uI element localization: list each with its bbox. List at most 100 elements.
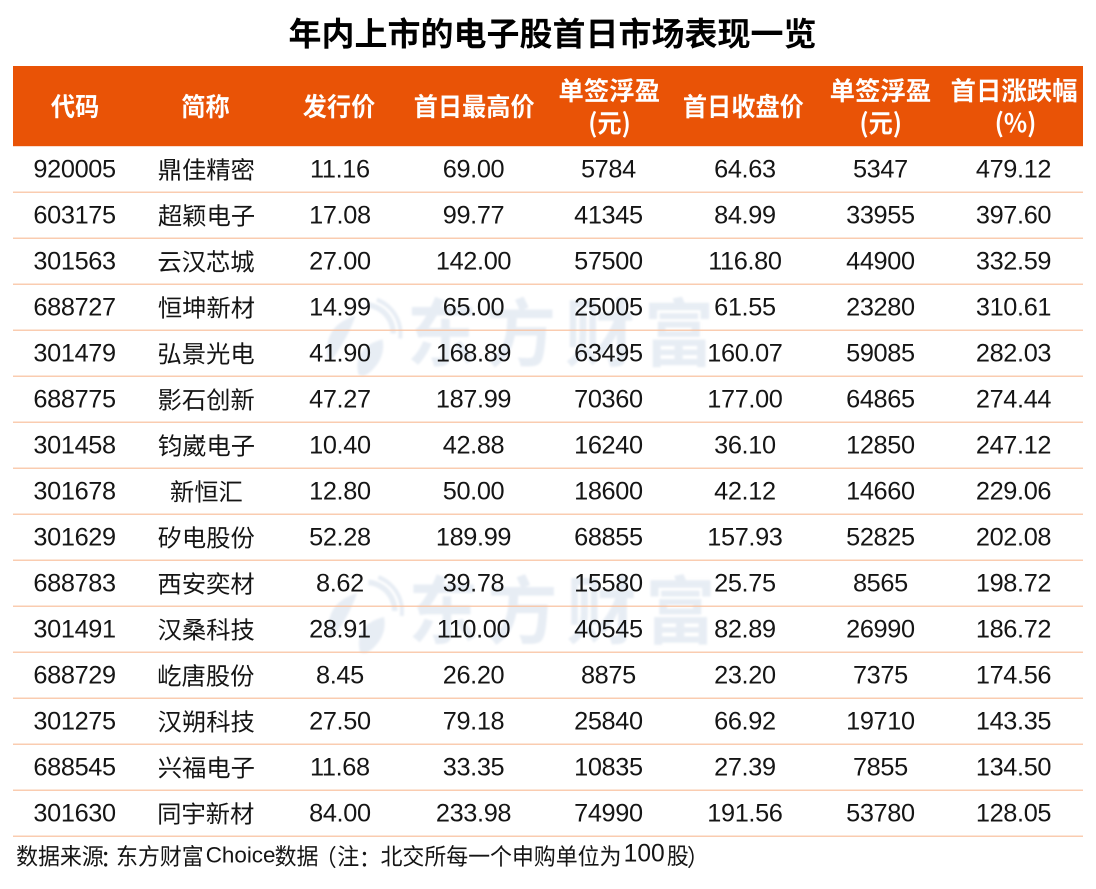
svg-text:18600: 18600 [574, 478, 643, 506]
svg-text:40545: 40545 [574, 616, 643, 644]
svg-text:688545: 688545 [33, 754, 115, 782]
svg-text:128.05: 128.05 [976, 800, 1051, 828]
svg-text:332.59: 332.59 [976, 248, 1051, 276]
svg-text:70360: 70360 [574, 386, 643, 414]
svg-text:Choice: Choice [206, 842, 276, 867]
svg-text:42.12: 42.12 [714, 478, 776, 506]
svg-text:603175: 603175 [33, 202, 115, 230]
svg-text:82.89: 82.89 [714, 616, 776, 644]
svg-text:36.10: 36.10 [714, 432, 776, 460]
svg-text:7375: 7375 [853, 662, 908, 690]
svg-text:688727: 688727 [33, 294, 115, 322]
svg-text:25.75: 25.75 [714, 570, 776, 598]
svg-text:10.40: 10.40 [309, 432, 371, 460]
svg-text:274.44: 274.44 [976, 386, 1052, 414]
svg-text:61.55: 61.55 [714, 294, 776, 322]
svg-text:191.56: 191.56 [707, 800, 782, 828]
svg-text:53780: 53780 [846, 800, 915, 828]
svg-text:33955: 33955 [846, 202, 915, 230]
svg-text:920005: 920005 [33, 156, 115, 184]
svg-text:74990: 74990 [574, 800, 643, 828]
svg-text:8.62: 8.62 [316, 570, 364, 598]
svg-text:68855: 68855 [574, 524, 643, 552]
svg-text:19710: 19710 [846, 708, 915, 736]
svg-text:50.00: 50.00 [443, 478, 505, 506]
svg-text:110.00: 110.00 [437, 616, 511, 644]
svg-text:310.61: 310.61 [976, 294, 1051, 322]
svg-text:27.39: 27.39 [714, 754, 776, 782]
svg-text:79.18: 79.18 [443, 708, 505, 736]
svg-text:14.99: 14.99 [309, 294, 371, 322]
svg-text:688775: 688775 [33, 386, 115, 414]
svg-text:189.99: 189.99 [436, 524, 511, 552]
svg-text:282.03: 282.03 [976, 340, 1051, 368]
svg-text:8.45: 8.45 [316, 662, 364, 690]
svg-text:688729: 688729 [33, 662, 115, 690]
svg-text:52.28: 52.28 [309, 524, 371, 552]
svg-text:25005: 25005 [574, 294, 643, 322]
svg-text:100: 100 [624, 841, 665, 868]
svg-text:160.07: 160.07 [707, 340, 782, 368]
svg-text:26990: 26990 [846, 616, 915, 644]
svg-text:66.92: 66.92 [714, 708, 776, 736]
svg-text:157.93: 157.93 [707, 524, 782, 552]
svg-text:143.35: 143.35 [976, 708, 1051, 736]
svg-text:39.78: 39.78 [443, 570, 505, 598]
svg-text:14660: 14660 [846, 478, 915, 506]
svg-text:187.99: 187.99 [436, 386, 511, 414]
svg-text:17.08: 17.08 [309, 202, 371, 230]
svg-text:64865: 64865 [846, 386, 915, 414]
svg-text:134.50: 134.50 [976, 754, 1052, 782]
svg-text:301630: 301630 [33, 800, 116, 828]
svg-text:174.56: 174.56 [976, 662, 1051, 690]
svg-text:57500: 57500 [574, 248, 643, 276]
svg-text:11.16: 11.16 [310, 156, 370, 184]
svg-text:12850: 12850 [846, 432, 915, 460]
svg-text:168.89: 168.89 [436, 340, 511, 368]
svg-text:41345: 41345 [574, 202, 643, 230]
svg-text:479.12: 479.12 [976, 156, 1051, 184]
svg-text:229.06: 229.06 [976, 478, 1051, 506]
svg-text:301275: 301275 [33, 708, 115, 736]
svg-text:52825: 52825 [846, 524, 915, 552]
svg-text:142.00: 142.00 [436, 248, 512, 276]
svg-text:247.12: 247.12 [976, 432, 1051, 460]
svg-text:202.08: 202.08 [976, 524, 1051, 552]
svg-text:301458: 301458 [33, 432, 115, 460]
svg-text:5784: 5784 [581, 156, 636, 184]
svg-text:27.00: 27.00 [309, 248, 371, 276]
svg-text:26.20: 26.20 [443, 662, 505, 690]
svg-text:69.00: 69.00 [443, 156, 505, 184]
svg-text:397.60: 397.60 [976, 202, 1052, 230]
svg-text:59085: 59085 [846, 340, 915, 368]
svg-text:63495: 63495 [574, 340, 643, 368]
svg-text:7855: 7855 [853, 754, 908, 782]
svg-text:186.72: 186.72 [976, 616, 1051, 644]
svg-text:28.91: 28.91 [309, 616, 371, 644]
svg-text:27.50: 27.50 [309, 708, 371, 736]
svg-text:8875: 8875 [581, 662, 636, 690]
svg-text:64.63: 64.63 [714, 156, 776, 184]
svg-text:301479: 301479 [33, 340, 115, 368]
svg-text:23280: 23280 [846, 294, 915, 322]
svg-text:301563: 301563 [33, 248, 115, 276]
svg-text:23.20: 23.20 [714, 662, 776, 690]
svg-text:84.00: 84.00 [309, 800, 371, 828]
svg-text:44900: 44900 [846, 248, 915, 276]
svg-text:198.72: 198.72 [976, 570, 1051, 598]
svg-text:16240: 16240 [574, 432, 643, 460]
svg-text:688783: 688783 [33, 570, 115, 598]
svg-text:25840: 25840 [574, 708, 643, 736]
svg-text:177.00: 177.00 [707, 386, 783, 414]
svg-text:42.88: 42.88 [443, 432, 505, 460]
svg-text:65.00: 65.00 [443, 294, 505, 322]
svg-text:84.99: 84.99 [714, 202, 776, 230]
svg-text:47.27: 47.27 [309, 386, 371, 414]
svg-text:33.35: 33.35 [443, 754, 505, 782]
svg-text:5347: 5347 [853, 156, 908, 184]
svg-text:12.80: 12.80 [309, 478, 371, 506]
svg-text:99.77: 99.77 [443, 202, 505, 230]
svg-text:8565: 8565 [853, 570, 908, 598]
svg-text:301629: 301629 [33, 524, 115, 552]
svg-text:41.90: 41.90 [309, 340, 371, 368]
